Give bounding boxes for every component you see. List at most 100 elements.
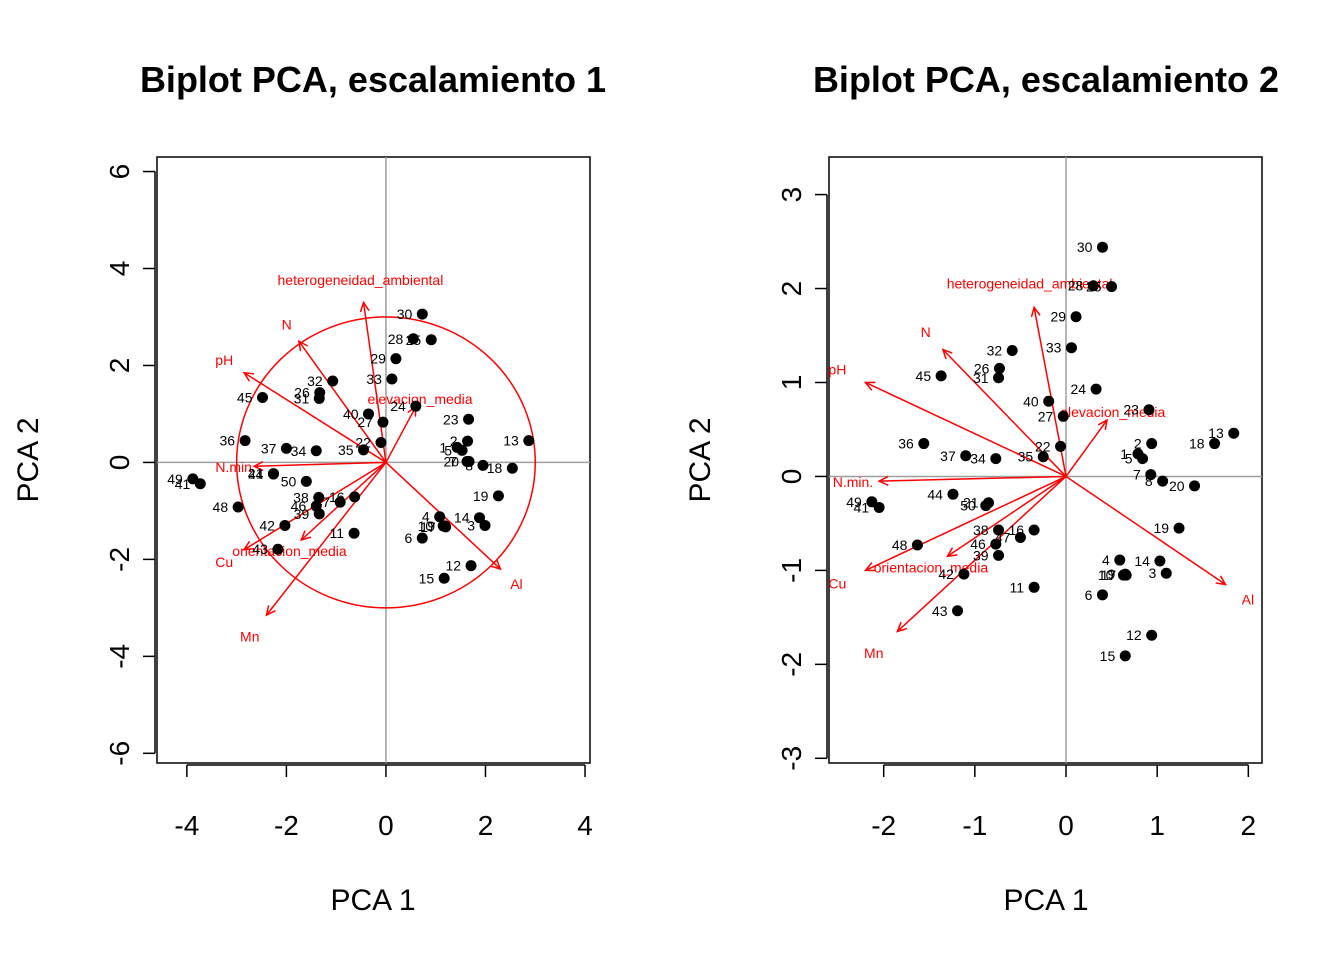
y-tick-label: 4	[104, 261, 135, 277]
site-point	[358, 444, 370, 456]
site-label: 11	[1010, 579, 1025, 595]
site-label: 41	[854, 499, 870, 515]
site-label: 5	[1125, 451, 1133, 467]
site-label: 28	[1068, 278, 1084, 294]
site-point	[438, 572, 450, 584]
site-label: 42	[259, 517, 275, 533]
chart-title: Biplot PCA, escalamiento 1	[140, 59, 606, 100]
site-point	[1145, 469, 1157, 481]
site-point	[1106, 281, 1118, 293]
x-tick-label: -1	[962, 810, 987, 841]
site-label: 26	[974, 360, 990, 376]
y-axis-label: PCA 2	[684, 417, 717, 502]
site-label: 41	[175, 476, 191, 492]
site-label: 24	[390, 398, 406, 414]
variable-label: orientacion_media	[874, 559, 989, 575]
x-axis: -2 -1 0 1 2	[871, 764, 1256, 841]
site-point	[462, 435, 474, 447]
site-point	[1209, 438, 1221, 450]
site-point	[506, 462, 518, 474]
y-tick-label: 6	[104, 164, 135, 180]
site-label: 31	[973, 370, 989, 386]
site-label: 10	[1098, 567, 1114, 583]
variable-label: pH	[215, 352, 233, 368]
y-tick-label: 1	[776, 375, 807, 391]
site-label: 35	[1018, 449, 1034, 465]
site-label: 37	[261, 440, 277, 456]
variable-arrowhead	[1097, 418, 1109, 431]
variable-arrowhead	[863, 562, 876, 572]
site-point	[1157, 475, 1169, 487]
site-label: 7	[1133, 467, 1141, 483]
site-point	[187, 473, 199, 485]
site-label: 38	[973, 522, 989, 538]
site-point	[375, 437, 387, 449]
site-point	[911, 539, 923, 551]
site-label: 11	[330, 525, 345, 541]
site-point	[918, 438, 930, 450]
site-label: 43	[252, 541, 268, 557]
site-point	[993, 372, 1005, 384]
x-axis-label: PCA 1	[1003, 884, 1088, 917]
variable-arrowhead	[863, 381, 876, 391]
site-label: 33	[1046, 340, 1062, 356]
site-point	[947, 488, 959, 500]
site-label: 12	[1126, 627, 1142, 643]
site-label: 45	[237, 389, 253, 405]
site-label: 26	[294, 385, 310, 401]
site-point	[410, 400, 422, 412]
variable-arrowhead	[300, 530, 312, 542]
site-label: 20	[443, 453, 459, 469]
site-point	[474, 512, 486, 524]
site-point	[280, 442, 292, 454]
site-point	[1096, 589, 1108, 601]
site-label: 1	[1120, 446, 1128, 462]
y-tick-label: 3	[776, 187, 807, 203]
y-tick-label: 2	[104, 358, 135, 374]
site-label: 14	[454, 510, 470, 526]
site-label: 6	[404, 530, 412, 546]
variable-arrow	[865, 381, 1067, 478]
site-label: 36	[898, 436, 914, 452]
y-tick-label: -2	[776, 652, 807, 677]
site-point	[272, 543, 284, 555]
site-label: 50	[281, 473, 297, 489]
site-point	[993, 549, 1005, 561]
variable-label: Mn	[864, 645, 883, 661]
site-label: 3	[1148, 565, 1156, 581]
site-label: 4	[1102, 552, 1110, 568]
site-point	[1057, 410, 1069, 422]
site-label: 12	[445, 558, 461, 574]
x-tick-label: 0	[1058, 810, 1074, 841]
variable-arrow	[362, 302, 387, 463]
site-label: 14	[1134, 553, 1150, 569]
variable-arrow	[865, 475, 1067, 572]
site-label: 31	[294, 390, 310, 406]
site-label: 40	[1023, 393, 1039, 409]
variable-arrow	[1065, 475, 1226, 586]
variable-arrowhead	[265, 605, 276, 617]
site-point	[1043, 395, 1055, 407]
site-point	[456, 444, 468, 456]
y-tick-label: 0	[776, 469, 807, 485]
site-point	[300, 475, 312, 487]
site-point	[1114, 554, 1126, 566]
site-label: 7	[449, 453, 457, 469]
site-point	[952, 605, 964, 617]
site-label: 32	[307, 373, 323, 389]
variable-label: heterogeneidad_ambiental	[947, 276, 1113, 292]
variable-arrowhead	[252, 461, 264, 472]
site-point	[440, 521, 452, 533]
site-label: 42	[938, 566, 954, 582]
x-tick-label: 1	[1149, 810, 1165, 841]
site-point	[1143, 404, 1155, 416]
panel-scaling-1: Biplot PCA, escalamiento 1 PCA 1 PCA 2 -…	[12, 59, 606, 917]
site-point	[1120, 569, 1132, 581]
site-point	[310, 445, 322, 457]
variable-arrow	[879, 475, 1067, 482]
site-point	[1028, 524, 1040, 536]
site-label: 19	[473, 488, 489, 504]
site-label: 21	[963, 495, 979, 511]
variable-label: Mn	[240, 629, 259, 645]
